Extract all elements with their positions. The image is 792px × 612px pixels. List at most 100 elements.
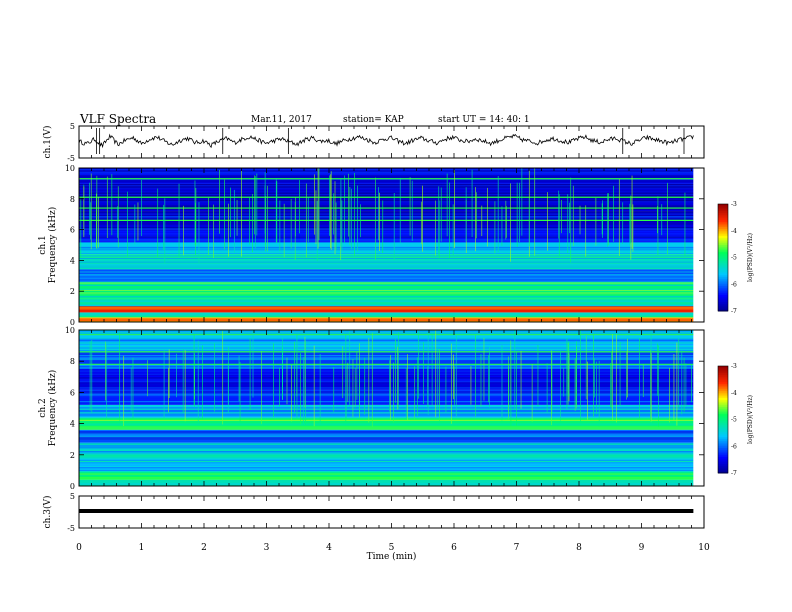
- ch1-texture: [79, 175, 694, 177]
- ch1-colorbar-cell: [718, 261, 728, 264]
- ch2-band: [79, 471, 694, 480]
- ch1-colorbar-cell: [718, 275, 728, 278]
- ch2-texture: [79, 444, 694, 446]
- ch1-texture: [79, 227, 694, 229]
- ch2-texture: [79, 387, 694, 389]
- ch1-texture: [79, 235, 694, 237]
- ch1-texture: [79, 303, 694, 305]
- ch1-texture: [79, 305, 694, 308]
- ch2-texture: [79, 479, 694, 481]
- ch2-colorbar-cell: [718, 385, 728, 388]
- ch1-colorbar-cell: [718, 246, 728, 250]
- ch1-texture: [79, 251, 694, 253]
- ch2-texture: [79, 464, 694, 466]
- ch2-colorbar-cell: [718, 424, 728, 428]
- ch2-colorbar-cell: [718, 405, 728, 408]
- ch2-texture: [79, 342, 694, 344]
- ch2-texture: [79, 331, 694, 333]
- ch1-colorbar-cell: [718, 253, 728, 257]
- ch2-texture: [79, 432, 694, 434]
- ch1-texture: [79, 220, 694, 223]
- ch1-colorbar-cell: [718, 286, 728, 289]
- ch1-texture: [79, 289, 694, 291]
- ch1-colorbar-cell: [718, 307, 728, 310]
- ch2-texture: [79, 456, 694, 458]
- ch2-colorbar-cell: [718, 467, 728, 470]
- ch2-texture: [79, 446, 694, 448]
- ch2-colorbar-cell: [718, 412, 728, 415]
- ch1-colorbar-cell: [718, 225, 728, 228]
- ch3-ylabel: ch.3(V): [42, 496, 53, 529]
- ch2-texture: [79, 391, 694, 393]
- ch2-colorbar-cell: [718, 378, 728, 381]
- ch2-ylabel: ch.2: [38, 398, 48, 417]
- ch2-colorbar-cell: [718, 398, 728, 401]
- ch2-texture: [79, 368, 694, 370]
- panel-frame: [78, 329, 705, 487]
- ch1-texture: [79, 318, 694, 320]
- ch2-texture: [79, 411, 694, 413]
- ch1-texture: [79, 236, 694, 239]
- y-tick-label: 4: [70, 420, 75, 429]
- ch1-texture: [79, 313, 694, 315]
- y-tick-label: -5: [67, 154, 75, 163]
- ch2-texture: [79, 472, 694, 474]
- ch2-texture: [79, 481, 694, 483]
- ch1-colorbar-cell: [718, 291, 728, 294]
- ch1-texture: [79, 285, 694, 287]
- ch2-colorbar-cell: [718, 382, 728, 385]
- ch2-texture: [79, 366, 694, 368]
- ch2-texture: [79, 416, 694, 418]
- ch2-texture: [79, 426, 694, 428]
- ch2-texture: [79, 469, 694, 471]
- ch2-texture: [79, 407, 694, 409]
- ch1-texture: [79, 264, 694, 266]
- ch2-colorbar-cell: [718, 444, 728, 447]
- ch2-texture: [79, 478, 694, 480]
- ch1-texture: [79, 193, 694, 195]
- y-tick-label: 0: [70, 482, 75, 491]
- ch1-texture: [79, 271, 694, 273]
- ch1-texture: [79, 266, 694, 268]
- x-tick-label: 4: [326, 543, 332, 553]
- ch1-colorbar-cell: [718, 298, 728, 301]
- ch1-texture: [79, 244, 694, 246]
- ch1-colorbar-cell: [718, 266, 728, 269]
- y-tick-label: 4: [70, 256, 75, 265]
- x-tick-label: 8: [576, 543, 582, 553]
- ch1-texture: [79, 238, 694, 240]
- ch1-colorbar-cell: [718, 287, 728, 291]
- ch2-texture: [79, 461, 694, 463]
- ch1-texture: [79, 171, 694, 173]
- ch1-texture: [79, 255, 694, 257]
- ch1-texture: [79, 190, 694, 192]
- ch1-texture: [79, 297, 694, 299]
- ch1-blank: [693, 168, 704, 322]
- ch1-colorbar-tick: -6: [731, 281, 737, 288]
- ch1-colorbar-cell: [718, 239, 728, 242]
- ch1-texture: [79, 282, 694, 284]
- ch1-texture: [79, 281, 694, 283]
- ch1-colorbar-cell: [718, 223, 728, 226]
- ch1-texture: [79, 248, 694, 250]
- ch2-texture: [79, 458, 694, 460]
- ch2-texture: [79, 347, 694, 349]
- ch1-colorbar-cell: [718, 218, 728, 221]
- ch2-texture: [79, 452, 694, 454]
- ch1-texture: [79, 310, 694, 312]
- ch1-texture: [79, 315, 694, 317]
- ch2-texture: [79, 449, 694, 451]
- x-tick-label: 9: [639, 543, 645, 553]
- ch2-texture: [79, 346, 694, 348]
- ch1-colorbar-cell: [718, 216, 728, 219]
- ch2-texture: [79, 412, 694, 414]
- ch1-texture: [79, 181, 694, 183]
- ch2-texture: [79, 427, 694, 429]
- ch1-colorbar-tick: -3: [731, 201, 737, 208]
- y-tick-label: 6: [70, 226, 75, 235]
- x-tick-label: 2: [201, 543, 207, 553]
- start-time-label: start UT = 14: 40: 1: [438, 115, 530, 125]
- ch1-colorbar-cell: [718, 277, 728, 280]
- ch1-colorbar-cell: [718, 302, 728, 305]
- ch2-texture: [79, 434, 694, 436]
